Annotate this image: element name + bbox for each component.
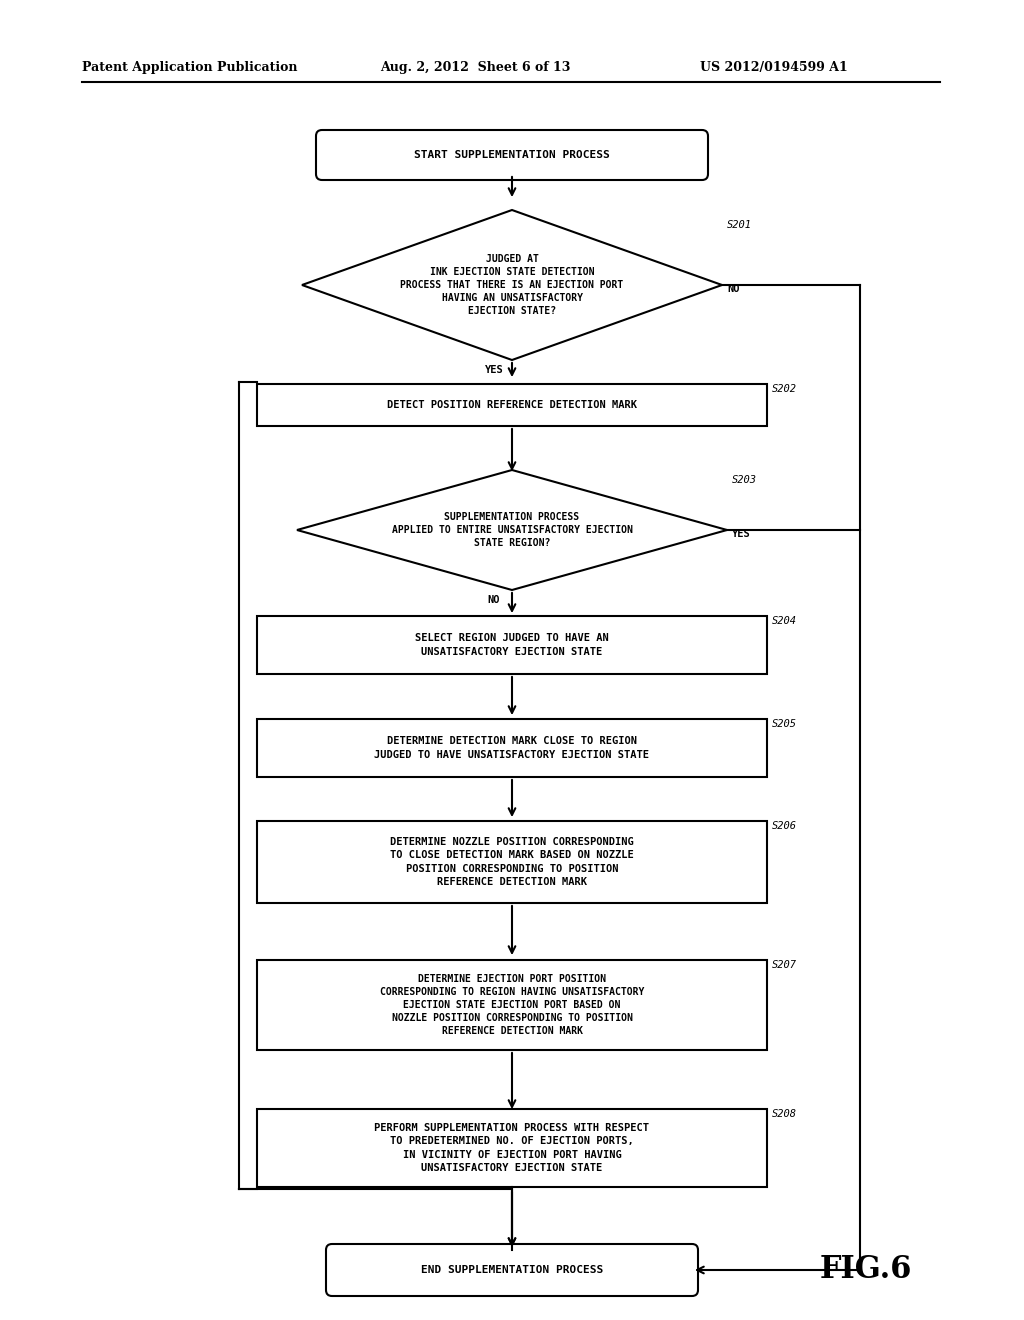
Text: NO: NO (487, 595, 501, 605)
Text: DETERMINE DETECTION MARK CLOSE TO REGION
JUDGED TO HAVE UNSATISFACTORY EJECTION : DETERMINE DETECTION MARK CLOSE TO REGION… (375, 737, 649, 759)
Bar (257, 384, 767, 426)
Text: S203: S203 (732, 475, 757, 484)
Text: SUPPLEMENTATION PROCESS
APPLIED TO ENTIRE UNSATISFACTORY EJECTION
STATE REGION?: SUPPLEMENTATION PROCESS APPLIED TO ENTIR… (391, 512, 633, 548)
Text: Patent Application Publication: Patent Application Publication (82, 62, 298, 74)
Text: SELECT REGION JUDGED TO HAVE AN
UNSATISFACTORY EJECTION STATE: SELECT REGION JUDGED TO HAVE AN UNSATISF… (415, 634, 609, 656)
Text: S201: S201 (727, 220, 752, 230)
Text: JUDGED AT
INK EJECTION STATE DETECTION
PROCESS THAT THERE IS AN EJECTION PORT
HA: JUDGED AT INK EJECTION STATE DETECTION P… (400, 253, 624, 317)
Text: US 2012/0194599 A1: US 2012/0194599 A1 (700, 62, 848, 74)
Text: END SUPPLEMENTATION PROCESS: END SUPPLEMENTATION PROCESS (421, 1265, 603, 1275)
Text: DETERMINE EJECTION PORT POSITION
CORRESPONDING TO REGION HAVING UNSATISFACTORY
E: DETERMINE EJECTION PORT POSITION CORRESP… (380, 974, 644, 1036)
Bar (257, 1109, 767, 1187)
Bar (257, 960, 767, 1049)
Text: Aug. 2, 2012  Sheet 6 of 13: Aug. 2, 2012 Sheet 6 of 13 (380, 62, 570, 74)
Text: FIG.6: FIG.6 (820, 1254, 912, 1286)
Text: YES: YES (484, 366, 504, 375)
Text: S202: S202 (772, 384, 797, 393)
Bar (257, 616, 767, 675)
Text: PERFORM SUPPLEMENTATION PROCESS WITH RESPECT
TO PREDETERMINED NO. OF EJECTION PO: PERFORM SUPPLEMENTATION PROCESS WITH RES… (375, 1123, 649, 1172)
Text: START SUPPLEMENTATION PROCESS: START SUPPLEMENTATION PROCESS (414, 150, 610, 160)
Polygon shape (302, 210, 722, 360)
Bar (257, 821, 767, 903)
Polygon shape (297, 470, 727, 590)
Text: S205: S205 (772, 719, 797, 729)
Text: S208: S208 (772, 1109, 797, 1119)
Text: S207: S207 (772, 960, 797, 970)
Text: DETECT POSITION REFERENCE DETECTION MARK: DETECT POSITION REFERENCE DETECTION MARK (387, 400, 637, 411)
FancyBboxPatch shape (316, 129, 708, 180)
Text: YES: YES (732, 529, 751, 539)
Text: DETERMINE NOZZLE POSITION CORRESPONDING
TO CLOSE DETECTION MARK BASED ON NOZZLE
: DETERMINE NOZZLE POSITION CORRESPONDING … (390, 837, 634, 887)
FancyBboxPatch shape (326, 1243, 698, 1296)
Bar (257, 719, 767, 777)
Text: NO: NO (727, 284, 739, 294)
Text: S204: S204 (772, 616, 797, 626)
Text: S206: S206 (772, 821, 797, 832)
